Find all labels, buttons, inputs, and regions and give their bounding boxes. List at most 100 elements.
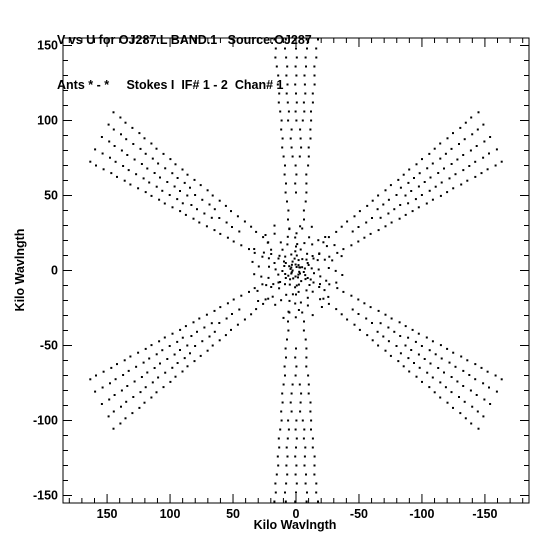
data-point xyxy=(151,157,154,160)
data-point xyxy=(253,287,256,290)
data-point xyxy=(211,194,214,197)
data-point xyxy=(162,386,165,389)
data-point xyxy=(311,290,314,293)
data-point xyxy=(452,132,454,135)
data-point xyxy=(125,138,128,141)
data-point xyxy=(287,110,290,113)
data-point xyxy=(470,422,473,425)
data-point xyxy=(184,213,187,216)
data-point xyxy=(161,189,164,192)
data-point xyxy=(475,145,478,147)
data-point xyxy=(295,119,298,122)
data-point xyxy=(446,137,449,140)
data-point xyxy=(281,392,284,395)
data-point xyxy=(323,289,326,292)
data-point xyxy=(181,370,184,373)
data-point xyxy=(315,482,318,485)
data-point xyxy=(299,301,302,304)
data-point xyxy=(201,198,204,201)
data-point xyxy=(305,365,308,368)
data-point xyxy=(284,164,286,167)
data-point xyxy=(294,38,297,41)
data-point xyxy=(429,362,432,365)
data-point xyxy=(307,264,310,266)
data-point xyxy=(284,277,287,279)
data-point xyxy=(218,322,221,324)
data-point xyxy=(305,173,308,176)
data-point xyxy=(289,267,292,270)
data-point xyxy=(171,172,174,175)
data-point xyxy=(475,394,478,396)
data-point xyxy=(471,405,474,408)
data-point xyxy=(193,178,196,181)
data-point xyxy=(268,265,270,268)
data-point xyxy=(287,329,290,332)
data-point xyxy=(474,378,477,381)
data-point xyxy=(379,216,382,219)
data-point xyxy=(358,210,361,213)
data-point xyxy=(303,320,305,323)
data-point xyxy=(311,446,314,449)
data-point xyxy=(299,272,301,275)
data-point xyxy=(267,276,270,279)
data-point xyxy=(125,400,128,403)
data-point xyxy=(288,299,291,302)
data-point xyxy=(309,401,312,404)
data-point xyxy=(108,398,111,401)
data-point xyxy=(94,390,97,393)
data-point xyxy=(198,317,201,320)
data-point xyxy=(303,110,306,113)
data-point xyxy=(146,167,149,170)
data-point xyxy=(129,183,132,186)
data-point xyxy=(280,419,283,422)
data-point xyxy=(142,177,145,180)
x-tick-label: 150 xyxy=(97,507,118,521)
data-point xyxy=(305,191,308,194)
data-point xyxy=(459,126,462,129)
data-point xyxy=(294,473,297,476)
data-point xyxy=(183,357,186,360)
data-point xyxy=(270,286,273,288)
data-point xyxy=(304,278,307,281)
data-point xyxy=(199,354,202,357)
data-point xyxy=(218,339,221,342)
data-point xyxy=(211,344,214,347)
data-point xyxy=(198,221,201,224)
data-point xyxy=(306,491,308,494)
data-point xyxy=(462,385,465,387)
data-point xyxy=(153,367,156,369)
data-point xyxy=(288,228,291,231)
data-point xyxy=(437,172,440,174)
data-point xyxy=(210,216,213,219)
data-point xyxy=(240,294,243,297)
data-point xyxy=(443,371,445,374)
data-point xyxy=(297,276,299,279)
data-point xyxy=(294,83,297,86)
data-point xyxy=(283,265,286,267)
data-point xyxy=(163,202,166,205)
data-point xyxy=(426,371,429,374)
data-point xyxy=(312,281,315,284)
data-point xyxy=(459,412,462,415)
data-point xyxy=(120,389,123,392)
data-point xyxy=(460,355,463,358)
data-point xyxy=(250,225,253,228)
data-point xyxy=(439,142,442,145)
data-point xyxy=(267,257,270,260)
data-point xyxy=(120,149,123,152)
data-point xyxy=(317,500,319,503)
data-point xyxy=(124,121,127,124)
data-point xyxy=(155,185,158,188)
data-point xyxy=(439,381,442,384)
y-tick-label: -150 xyxy=(33,489,58,503)
data-point xyxy=(168,194,171,196)
data-point xyxy=(390,317,393,320)
data-point xyxy=(297,259,300,262)
data-point xyxy=(205,313,208,316)
data-point xyxy=(144,191,147,194)
y-axis-title: Kilo Wavlngth xyxy=(13,229,27,312)
data-point xyxy=(114,160,117,163)
data-point xyxy=(120,133,122,136)
data-point xyxy=(107,415,110,418)
data-point xyxy=(431,198,434,201)
